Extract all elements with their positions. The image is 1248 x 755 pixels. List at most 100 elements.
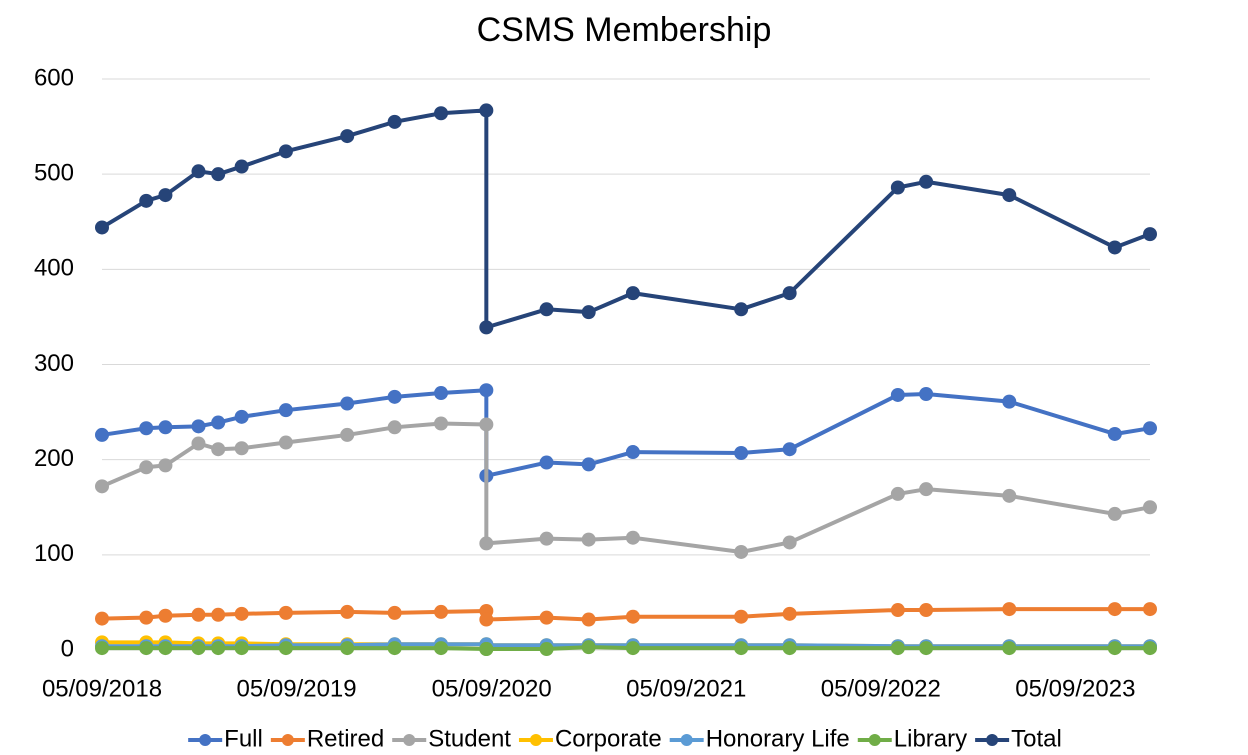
legend-label: Honorary Life	[706, 725, 850, 752]
data-point	[479, 612, 494, 627]
data-point	[234, 159, 249, 174]
legend-label: Retired	[307, 725, 384, 752]
data-point	[95, 220, 109, 235]
data-point	[434, 106, 449, 121]
data-point	[1107, 506, 1122, 521]
y-tick-label: 200	[34, 445, 74, 472]
data-point	[1002, 641, 1017, 656]
data-point	[782, 286, 797, 301]
data-point	[1143, 602, 1157, 617]
x-tick-label: 05/09/2018	[42, 675, 162, 702]
series-line	[101, 607, 1150, 622]
data-point	[278, 403, 293, 418]
data-point	[158, 641, 173, 656]
data-point	[479, 383, 494, 398]
data-point	[479, 642, 494, 657]
data-point	[158, 608, 173, 623]
x-tick-label: 05/09/2019	[237, 675, 357, 702]
x-tick-label: 05/09/2021	[626, 675, 746, 702]
data-point	[1143, 641, 1157, 656]
data-point	[919, 174, 934, 189]
data-point	[1107, 240, 1122, 255]
data-point	[782, 641, 797, 656]
data-point	[158, 420, 173, 435]
data-point	[95, 641, 109, 656]
data-point	[625, 530, 640, 545]
data-point	[139, 641, 154, 656]
data-point	[539, 531, 554, 546]
data-point	[479, 536, 494, 551]
data-point	[625, 641, 640, 656]
legend-label: Full	[224, 725, 263, 752]
data-point	[1002, 188, 1017, 203]
data-point	[890, 641, 905, 656]
y-tick-label: 300	[34, 350, 74, 377]
legend-marker	[868, 734, 881, 746]
data-point	[158, 188, 173, 203]
series-line	[101, 421, 1151, 554]
data-point	[278, 641, 293, 656]
y-tick-label: 0	[61, 635, 74, 662]
data-point	[434, 416, 449, 431]
data-point	[434, 641, 449, 656]
legend-label: Total	[1011, 725, 1062, 752]
data-point	[139, 610, 154, 625]
data-point	[340, 427, 355, 442]
data-point	[95, 611, 109, 626]
data-point	[581, 640, 596, 655]
data-point	[1107, 602, 1122, 617]
legend: Full Retired Student Corporate Honorary Life…	[188, 725, 1062, 752]
data-point	[340, 129, 355, 144]
data-point	[890, 180, 905, 195]
y-tick-label: 400	[34, 255, 74, 282]
x-tick-label: 05/09/2023	[1015, 675, 1135, 702]
data-point	[191, 607, 206, 622]
data-point	[919, 641, 934, 656]
data-point	[278, 605, 293, 620]
data-point	[919, 482, 934, 497]
data-point	[890, 603, 905, 618]
data-point	[278, 435, 293, 450]
data-point	[734, 544, 749, 559]
legend-marker	[199, 734, 212, 746]
data-point	[234, 441, 249, 456]
y-tick-label: 500	[34, 160, 74, 187]
data-point	[782, 442, 797, 457]
data-point	[539, 642, 554, 657]
data-point	[782, 606, 797, 621]
data-point	[479, 103, 494, 118]
data-point	[625, 609, 640, 624]
legend-marker	[403, 734, 416, 746]
data-point	[434, 604, 449, 619]
data-point	[211, 167, 226, 182]
data-point	[387, 641, 402, 656]
data-point	[211, 415, 226, 430]
x-tick-label: 05/09/2022	[821, 675, 941, 702]
data-point	[539, 610, 554, 625]
data-point	[1143, 227, 1157, 242]
data-point	[782, 535, 797, 550]
data-point	[581, 457, 596, 472]
data-point	[139, 460, 154, 475]
data-point	[191, 419, 206, 434]
data-point	[211, 442, 226, 457]
data-point	[1107, 426, 1122, 441]
data-point	[1143, 421, 1157, 436]
data-point	[625, 286, 640, 301]
data-point	[919, 603, 934, 618]
y-tick-label: 600	[34, 64, 74, 91]
data-point	[890, 486, 905, 501]
data-point	[1002, 394, 1017, 409]
series-line	[100, 108, 1151, 330]
data-point	[734, 302, 749, 317]
chart-title: CSMS Membership	[477, 11, 772, 49]
data-point	[581, 612, 596, 627]
data-point	[95, 479, 109, 494]
data-point	[734, 609, 749, 624]
data-point	[625, 445, 640, 460]
legend-label: Student	[428, 725, 511, 752]
data-point	[234, 409, 249, 424]
data-point	[234, 606, 249, 621]
legend-marker	[680, 734, 693, 746]
